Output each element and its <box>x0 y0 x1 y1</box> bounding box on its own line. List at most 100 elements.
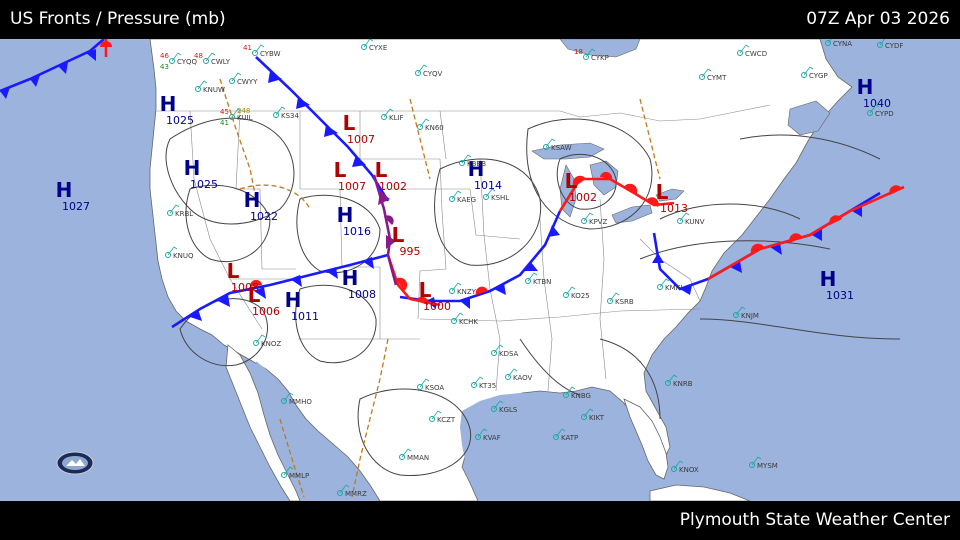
station-id: KLIF <box>389 114 404 122</box>
station-id: KATP <box>561 434 578 442</box>
wind-barb <box>667 374 678 384</box>
wind-barb <box>507 368 518 378</box>
station-circle <box>381 114 387 120</box>
station-circle <box>699 74 705 80</box>
station-circle <box>801 72 807 78</box>
station-circle <box>449 288 455 294</box>
station-id: KN60 <box>425 124 444 132</box>
station-circle <box>867 110 873 116</box>
wind-barb <box>363 39 374 48</box>
wind-barb <box>283 466 294 476</box>
wind-barb <box>275 106 286 116</box>
station-plot: CWCD <box>737 44 767 58</box>
wind-barb <box>701 68 712 78</box>
wind-barb <box>555 428 566 438</box>
station-id: KCZT <box>437 416 456 424</box>
station-plot: KMKI <box>657 278 682 292</box>
wind-barb <box>339 484 350 494</box>
high-pressure-label: H <box>244 188 261 212</box>
station-plot: KVAF <box>475 428 501 442</box>
station-plot: KNUQ <box>165 246 194 260</box>
station-circle <box>671 466 677 472</box>
gulf-of-mexico <box>460 391 660 501</box>
station-id: KSOA <box>425 384 444 392</box>
station-plot: KNRB <box>665 374 693 388</box>
wind-barb <box>197 80 208 90</box>
station-id: CWYY <box>237 78 258 86</box>
station-plot: KNOX <box>671 460 699 474</box>
wind-barb <box>171 52 182 62</box>
station-plot: CYNA <box>825 39 852 48</box>
station-circle <box>203 58 209 64</box>
station-id: KT35 <box>479 382 496 390</box>
station-id: MMLP <box>289 472 309 480</box>
wind-barb <box>417 64 428 74</box>
station-id: CYPD <box>875 110 894 118</box>
station-circle <box>229 78 235 84</box>
station-circle <box>399 454 405 460</box>
station-plot: MMHO <box>281 392 312 406</box>
low-pressure-label: L <box>656 180 669 204</box>
station-id: CWLY <box>211 58 231 66</box>
pressure-value: 1007 <box>338 180 366 193</box>
gulf-of-california <box>256 361 318 475</box>
troughs <box>219 78 661 498</box>
station-plot: KNOZ <box>253 334 281 348</box>
station-id: KNJM <box>741 312 759 320</box>
station-id: KNOZ <box>261 340 281 348</box>
pressure-value: 1031 <box>826 289 854 302</box>
station-plot: KUIL 45 41 248 <box>220 107 253 127</box>
station-id: KNUW <box>203 86 225 94</box>
wind-barb <box>659 278 670 288</box>
pressure-value: 1014 <box>474 179 502 192</box>
wind-barb <box>431 410 442 420</box>
cold-front-barbs <box>0 49 862 321</box>
wind-barb <box>673 460 684 470</box>
pressure-value: 1040 <box>863 97 891 110</box>
station-id: CWCD <box>745 50 767 58</box>
wind-barb <box>167 246 178 256</box>
station-plot: KNUW <box>195 80 225 94</box>
pressure-value: 1006 <box>252 305 280 318</box>
station-temperature: 48 <box>194 52 203 60</box>
pressure-value: 1011 <box>291 310 319 323</box>
station-circle <box>583 54 589 60</box>
pressure-value: 1022 <box>250 210 278 223</box>
pressure-value: 1000 <box>423 300 451 313</box>
station-plot: KO25 <box>563 286 590 300</box>
station-id: KIKT <box>589 414 605 422</box>
pressure-value: 1008 <box>348 288 376 301</box>
station-circle <box>195 86 201 92</box>
station-id: KSRB <box>615 298 634 306</box>
station-circle <box>459 160 465 166</box>
high-pressure-label: H <box>184 156 201 180</box>
station-plot: KAOV <box>505 368 533 382</box>
pressure-value: 1027 <box>62 200 90 213</box>
station-id: KRBL <box>175 210 193 218</box>
warm-front-bumps <box>100 41 902 305</box>
wind-barb <box>751 456 762 466</box>
station-circle <box>505 374 511 380</box>
station-circle <box>471 382 477 388</box>
station-id: CYBW <box>260 50 281 58</box>
station-circle <box>273 112 279 118</box>
wind-barb <box>169 204 180 214</box>
station-plot: KIKT <box>581 408 605 422</box>
station-id: KS34 <box>281 112 299 120</box>
low-pressure-label: L <box>375 158 388 182</box>
station-plot: CYKP 18 <box>574 48 609 62</box>
wind-barb <box>254 44 265 54</box>
station-id: KTBN <box>533 278 551 286</box>
station-id: CYNA <box>833 40 852 48</box>
station-plot: CYXE <box>361 39 387 52</box>
station-id: KO25 <box>571 292 590 300</box>
low-pressure-label: L <box>343 111 356 135</box>
pressure-value: 1007 <box>347 133 375 146</box>
station-circle <box>281 398 287 404</box>
station-plot: KSAW <box>543 138 572 152</box>
station-circle <box>877 42 883 48</box>
high-pressure-label: H <box>342 266 359 290</box>
pressure-value: 1002 <box>569 191 597 204</box>
station-plot: KN60 <box>417 118 444 132</box>
